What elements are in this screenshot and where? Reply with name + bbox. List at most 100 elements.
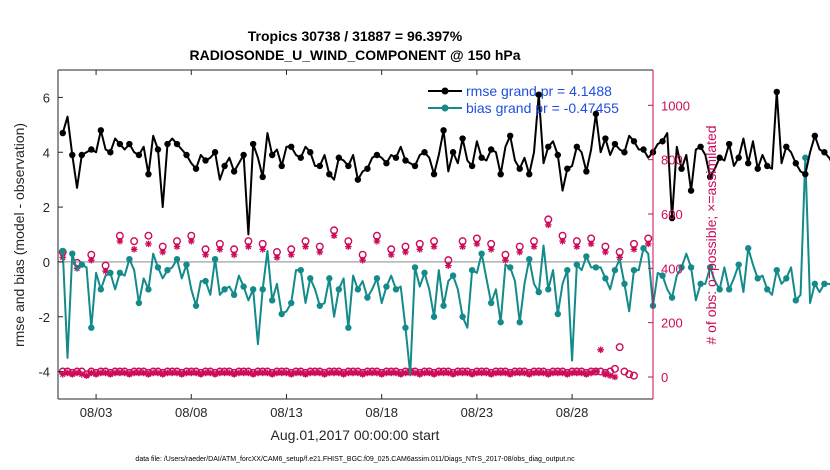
obs-assimilated-marker bbox=[302, 370, 309, 378]
bias-point bbox=[288, 299, 295, 307]
bias-point bbox=[173, 255, 181, 263]
rmse-point bbox=[773, 88, 780, 96]
obs-assimilated-marker bbox=[468, 370, 476, 378]
obs-possible-marker bbox=[625, 370, 634, 379]
obs-assimilated-marker bbox=[445, 369, 452, 377]
obs-assimilated-marker bbox=[630, 246, 638, 253]
obs-assimilated-marker bbox=[145, 370, 152, 378]
obs-assimilated-marker bbox=[559, 237, 566, 245]
obs-assimilated-marker bbox=[383, 369, 390, 377]
bias-point bbox=[716, 286, 723, 293]
chart-title: Tropics 30738 / 31887 = 96.397% bbox=[248, 28, 463, 44]
obs-assimilated-marker bbox=[644, 240, 652, 248]
obs-assimilated-marker bbox=[459, 243, 466, 250]
y-tick-label: 6 bbox=[43, 90, 50, 105]
rmse-point bbox=[668, 214, 676, 222]
obs-assimilated-marker bbox=[173, 243, 181, 250]
x-tick-label: 08/23 bbox=[461, 405, 494, 420]
rmse-point bbox=[602, 135, 609, 142]
rmse-point bbox=[821, 149, 828, 156]
y-right-tick-label: 0 bbox=[661, 370, 668, 385]
bias-point bbox=[354, 286, 362, 293]
bias-point bbox=[630, 266, 638, 274]
obs-assimilated-marker bbox=[207, 369, 214, 377]
rmse-point bbox=[278, 162, 285, 170]
bias-point bbox=[564, 266, 571, 274]
axes-group bbox=[57, 69, 654, 400]
rmse-point bbox=[240, 151, 247, 159]
obs-assimilated-marker bbox=[83, 372, 90, 379]
obs-assimilated-marker bbox=[549, 369, 557, 377]
obs-assimilated-marker bbox=[335, 369, 343, 377]
obs-assimilated-marker bbox=[121, 369, 128, 377]
obs-assimilated-marker bbox=[487, 370, 495, 378]
obs-assimilated-marker bbox=[102, 267, 109, 275]
bias-point bbox=[554, 310, 561, 318]
obs-assimilated-marker bbox=[573, 369, 581, 377]
obs-assimilated-marker bbox=[497, 369, 504, 377]
rmse-point bbox=[554, 151, 561, 159]
obs-assimilated-marker bbox=[364, 369, 371, 377]
rmse-point bbox=[687, 187, 695, 194]
obs-assimilated-marker bbox=[473, 369, 481, 377]
rmse-point bbox=[516, 165, 523, 172]
bias-point bbox=[402, 324, 409, 331]
rmse-point bbox=[583, 168, 590, 175]
rmse-point bbox=[754, 165, 761, 172]
rmse-point bbox=[259, 173, 266, 181]
bias-point bbox=[269, 297, 276, 304]
obs-assimilated-marker bbox=[111, 369, 119, 377]
obs-assimilated-marker bbox=[611, 373, 619, 381]
y-tick-labels: -4 -2 0 2 4 6 bbox=[38, 90, 50, 379]
obs-assimilated-marker bbox=[487, 246, 495, 253]
y-right-axis-label: # of obs: o=possible; ×=assimilated bbox=[703, 125, 719, 344]
x-tick-label: 08/08 bbox=[175, 405, 208, 420]
rmse-point bbox=[430, 170, 438, 178]
obs-assimilated-marker bbox=[135, 369, 143, 377]
obs-assimilated-marker bbox=[259, 369, 266, 377]
obs-count-group bbox=[58, 215, 653, 381]
legend: rmse grand pr = 4.1488 bias grand pr = -… bbox=[428, 83, 619, 116]
rmse-point bbox=[59, 129, 66, 137]
rmse-point bbox=[392, 154, 400, 161]
obs-assimilated-marker bbox=[68, 370, 76, 378]
obs-assimilated-marker bbox=[359, 370, 366, 378]
bias-line bbox=[61, 156, 830, 376]
rmse-point bbox=[497, 170, 504, 178]
obs-assimilated-marker bbox=[573, 243, 581, 250]
bias-point bbox=[78, 261, 86, 268]
bias-point bbox=[697, 280, 704, 288]
obs-assimilated-marker bbox=[88, 369, 95, 377]
obs-assimilated-marker bbox=[297, 369, 305, 377]
rmse-point bbox=[745, 160, 752, 167]
obs-assimilated-marker bbox=[226, 369, 233, 377]
obs-assimilated-marker bbox=[268, 370, 276, 378]
obs-assimilated-marker bbox=[516, 248, 524, 256]
rmse-point bbox=[545, 143, 552, 150]
obs-assimilated-marker bbox=[416, 246, 424, 253]
obs-assimilated-marker bbox=[159, 248, 167, 256]
obs-assimilated-marker bbox=[349, 369, 357, 377]
bias-point bbox=[678, 264, 685, 271]
obs-assimilated-marker bbox=[535, 369, 543, 377]
rmse-point bbox=[364, 165, 371, 172]
obs-assimilated-marker bbox=[345, 243, 352, 250]
legend-rmse-label: rmse grand pr = 4.1488 bbox=[466, 83, 612, 99]
legend-bias-marker bbox=[441, 104, 449, 112]
bias-point bbox=[97, 286, 105, 293]
y-axis-label: rmse and bias (model - observation) bbox=[11, 123, 27, 347]
obs-assimilated-marker bbox=[140, 369, 147, 377]
obs-assimilated-marker bbox=[264, 369, 271, 377]
obs-assimilated-marker bbox=[197, 370, 205, 378]
obs-assimilated-marker bbox=[159, 370, 167, 378]
rmse-point bbox=[107, 149, 114, 156]
obs-assimilated-marker bbox=[583, 370, 590, 378]
obs-assimilated-marker bbox=[287, 251, 295, 259]
obs-assimilated-marker bbox=[521, 369, 528, 377]
y-tick-label: -2 bbox=[38, 310, 50, 325]
bias-point bbox=[316, 302, 323, 309]
rmse-point bbox=[164, 140, 171, 148]
obs-assimilated-marker bbox=[316, 248, 324, 256]
rmse-point bbox=[307, 149, 314, 156]
y-tick-label: -4 bbox=[38, 365, 50, 380]
